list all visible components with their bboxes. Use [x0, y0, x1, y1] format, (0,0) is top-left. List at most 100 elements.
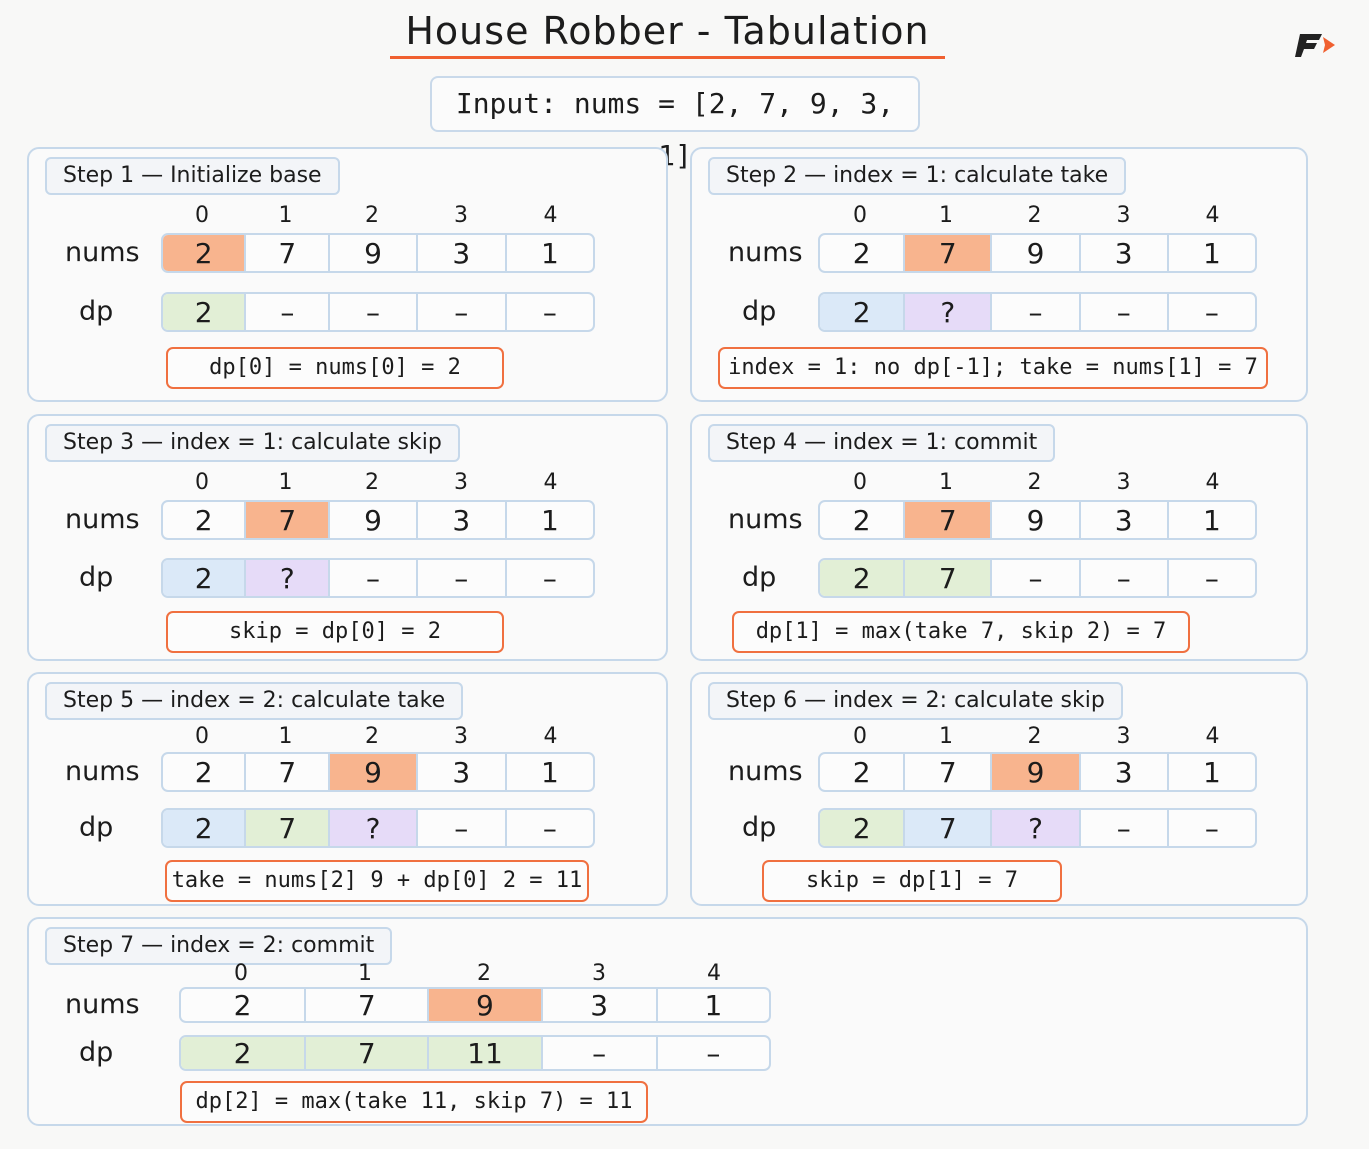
nums-cell: 7 — [244, 754, 328, 790]
index-label: 4 — [543, 203, 558, 228]
dp-cell: – — [655, 1037, 769, 1069]
step-panel-5: Step 5 — index = 2: calculate take 0 1 2 3 4 n… — [27, 672, 668, 906]
nums-cell: 9 — [990, 502, 1078, 538]
nums-cell: 1 — [504, 235, 593, 271]
dp-row-label: dp — [79, 562, 114, 593]
nums-cell: 1 — [1166, 502, 1255, 538]
index-label: 2 — [365, 724, 379, 749]
nums-row-label: nums — [728, 504, 803, 535]
nums-cell: 2 — [852, 503, 871, 537]
nums-cell: 3 — [415, 502, 505, 538]
dp-cell: – — [328, 294, 415, 330]
nums-cell: 7 — [903, 502, 991, 538]
nums-cell: 2 — [163, 235, 245, 271]
dp-cell: ? — [244, 560, 329, 596]
dp-cell: – — [415, 810, 505, 846]
formula-box: take = nums[2] 9 + dp[0] 2 = 11 — [165, 860, 589, 902]
dp-row-label: dp — [79, 812, 114, 843]
index-label: 2 — [477, 961, 491, 986]
index-label: 4 — [1205, 470, 1220, 495]
step-panel-2: Step 2 — index = 1: calculate take 0 1 2 3 4 n… — [690, 147, 1308, 402]
nums-cell: 9 — [990, 754, 1079, 790]
index-label: 2 — [365, 470, 379, 495]
nums-cell: 3 — [1078, 235, 1167, 271]
nums-cell: 3 — [1078, 754, 1167, 790]
dp-cell: 2 — [820, 810, 904, 846]
index-label: 3 — [1116, 203, 1131, 228]
nums-cell: 2 — [852, 755, 871, 789]
index-label: 4 — [543, 470, 558, 495]
index-label: 1 — [278, 203, 293, 228]
formula-box: index = 1: no dp[-1]; take = nums[1] = 7 — [718, 347, 1268, 389]
formula-box: skip = dp[1] = 7 — [762, 860, 1062, 902]
index-label: 4 — [1205, 724, 1220, 749]
formula-box: skip = dp[0] = 2 — [166, 611, 504, 653]
index-label: 2 — [1027, 470, 1042, 495]
index-label: 2 — [365, 203, 379, 228]
step-label: Step 7 — index = 2: commit — [45, 927, 393, 965]
index-label: 2 — [1027, 724, 1042, 749]
dp-cell: – — [990, 560, 1078, 596]
dp-array: 2? – – – — [818, 292, 1257, 332]
index-label: 3 — [454, 470, 468, 495]
step-panel-3: Step 3 — index = 1: calculate skip 0 1 2 3 4 n… — [27, 414, 668, 661]
dp-cell: 2 — [163, 810, 245, 846]
dp-cell: – — [1078, 560, 1167, 596]
formula-box: dp[0] = nums[0] = 2 — [166, 347, 504, 389]
nums-cell: 3 — [415, 235, 505, 271]
dp-cell: – — [540, 1037, 656, 1069]
index-label: 0 — [234, 961, 248, 986]
dp-cell: ? — [328, 810, 416, 846]
dp-row-label: dp — [79, 1037, 114, 1068]
dp-cell: 7 — [304, 1037, 428, 1069]
nums-cell: 1 — [1166, 235, 1255, 271]
index-label: 1 — [939, 470, 953, 495]
dp-cell: – — [504, 560, 593, 596]
dp-cell: 7 — [903, 560, 991, 596]
nums-cell: 3 — [415, 754, 505, 790]
dp-cell: 2 — [163, 560, 245, 596]
dp-cell: 2 — [163, 294, 245, 330]
index-label: 1 — [358, 961, 372, 986]
dp-array: 2– – – – — [161, 292, 595, 332]
index-label: 0 — [195, 203, 209, 228]
index-row: 0 1 2 3 4 — [818, 470, 1257, 495]
index-label: 1 — [278, 724, 293, 749]
input-array-box: Input: nums = [2, 7, 9, 3, 1] — [430, 76, 920, 172]
nums-cell: 1 — [1166, 754, 1255, 790]
dp-cell: 2 — [820, 294, 904, 330]
dp-cell: – — [1078, 294, 1167, 330]
index-row: 0 1 2 3 4 — [179, 961, 771, 986]
index-row: 0 1 2 3 4 — [161, 724, 595, 749]
index-label: 3 — [1116, 724, 1131, 749]
dp-row-label: dp — [742, 562, 777, 593]
formula-box: dp[1] = max(take 7, skip 2) = 7 — [732, 611, 1190, 653]
nums-cell: 2 — [852, 236, 871, 270]
dp-array: 2 7? – – — [818, 808, 1257, 848]
nums-cell: 9 — [328, 235, 415, 271]
dp-array: 2 7– – – — [818, 558, 1257, 598]
dp-cell: ? — [903, 294, 991, 330]
index-label: 3 — [454, 724, 468, 749]
index-label: 0 — [853, 203, 867, 228]
step-label: Step 1 — Initialize base — [45, 157, 340, 195]
step-panel-4: Step 4 — index = 1: commit 0 1 2 3 4 nums dp 2 7 9… — [690, 414, 1308, 661]
nums-cell: 2 — [194, 755, 213, 789]
dp-array: 2 7 11– – — [179, 1035, 771, 1071]
nums-cell: 9 — [328, 502, 415, 538]
dp-cell: – — [504, 294, 593, 330]
nums-row-label: nums — [65, 504, 140, 535]
index-label: 4 — [707, 961, 721, 986]
nums-row-label: nums — [65, 756, 140, 787]
nums-cell: 7 — [304, 989, 427, 1021]
nums-cell: 1 — [504, 754, 593, 790]
step-panel-1: Step 1 — Initialize base 0 1 2 3 4 nums dp 2 7 9 3 1… — [27, 147, 668, 402]
nums-cell: 7 — [244, 235, 328, 271]
nums-cell: 2 — [194, 503, 213, 537]
